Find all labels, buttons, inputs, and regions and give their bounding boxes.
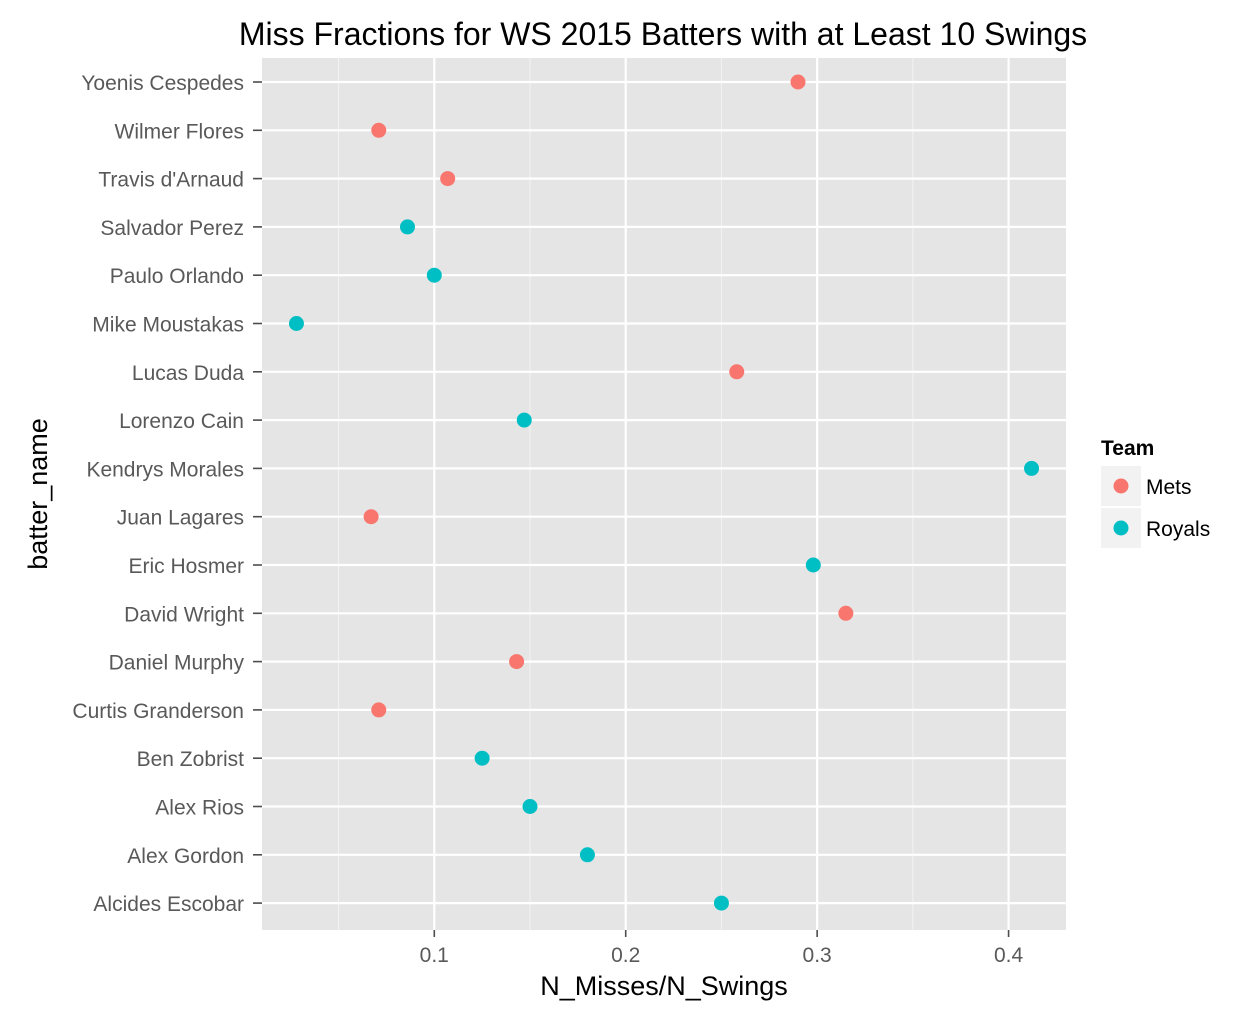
data-point-royals [805, 557, 821, 573]
data-point-royals [1024, 460, 1040, 476]
y-tick-label: Salvador Perez [100, 217, 244, 240]
data-point-royals [426, 267, 442, 283]
data-point-mets [729, 364, 745, 380]
plot-panel [262, 58, 1066, 930]
y-axis-title: batter_name [23, 418, 53, 570]
data-point-mets [509, 654, 525, 670]
y-tick-label: Mike Moustakas [92, 314, 244, 337]
minor-gridlines [338, 58, 914, 930]
x-axis-title: N_Misses/N_Swings [540, 971, 788, 1001]
data-point-royals [579, 847, 595, 863]
data-point-royals [474, 750, 490, 766]
data-point-mets [363, 509, 379, 525]
legend-label-mets: Mets [1146, 476, 1192, 499]
legend-key-mets [1113, 478, 1129, 494]
y-tick-label: Eric Hosmer [128, 555, 244, 578]
legend: Team Mets Royals [1101, 437, 1210, 548]
data-point-royals [516, 412, 532, 428]
legend-items: Mets Royals [1101, 466, 1210, 548]
data-point-royals [522, 799, 538, 814]
legend-label-royals: Royals [1146, 518, 1210, 541]
x-tick-label: 0.2 [611, 944, 640, 967]
x-tick-label: 0.3 [803, 944, 832, 967]
data-point-royals [288, 316, 304, 331]
major-gridlines [262, 58, 1066, 930]
y-tick-label: Alex Rios [155, 797, 244, 820]
y-tick-label: Curtis Granderson [72, 700, 244, 723]
x-tick-label: 0.4 [994, 944, 1024, 967]
y-tick-label: Alcides Escobar [93, 893, 244, 916]
y-tick-label: Yoenis Cespedes [81, 72, 244, 95]
y-tick-label: Alex Gordon [127, 845, 244, 868]
y-tick-label: Travis d'Arnaud [98, 169, 244, 192]
data-point-mets [371, 702, 387, 718]
y-tick-label: Wilmer Flores [115, 120, 245, 143]
chart-title: Miss Fractions for WS 2015 Batters with … [239, 16, 1087, 52]
y-tick-label: Kendrys Morales [86, 458, 244, 481]
data-points [288, 74, 1040, 911]
data-point-royals [399, 219, 415, 235]
x-tick-label: 0.1 [420, 944, 449, 967]
legend-title: Team [1101, 437, 1154, 460]
data-point-mets [371, 122, 387, 138]
data-point-mets [440, 171, 456, 187]
y-axis: Yoenis Cespedes Wilmer Flores Travis d'Arn… [72, 72, 262, 916]
y-tick-label: Juan Lagares [117, 507, 244, 530]
data-point-royals [713, 895, 729, 911]
y-tick-label: David Wright [124, 603, 244, 626]
y-tick-label: Lorenzo Cain [119, 410, 244, 433]
data-point-mets [838, 605, 854, 621]
legend-key-royals [1113, 520, 1129, 536]
y-tick-label: Daniel Murphy [109, 652, 245, 675]
x-axis: 0.1 0.2 0.3 0.4 [420, 930, 1024, 967]
data-point-mets [790, 74, 806, 90]
y-tick-label: Paulo Orlando [110, 265, 244, 288]
y-tick-label: Ben Zobrist [137, 748, 245, 771]
y-tick-label: Lucas Duda [132, 362, 244, 385]
